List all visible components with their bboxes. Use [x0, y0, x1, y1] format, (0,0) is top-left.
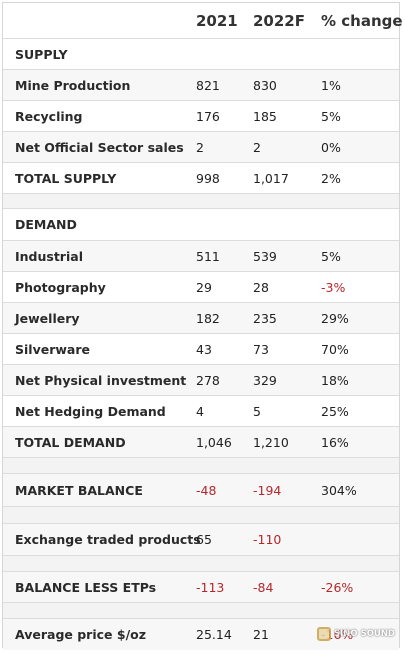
table-row: Mine Production 821 830 1%	[3, 70, 399, 101]
row-label: Exchange traded products	[15, 532, 201, 547]
row-label: Net Physical investment	[15, 372, 187, 388]
value-2021: 65	[196, 532, 212, 547]
value-2022f: 830	[253, 77, 277, 93]
value-2021: 4	[196, 403, 204, 419]
row-label: TOTAL SUPPLY	[15, 170, 117, 186]
value-2021: 278	[196, 372, 220, 388]
value-percent-change: 25%	[321, 403, 349, 419]
spacer-row	[3, 603, 399, 619]
row-label: Photography	[15, 279, 106, 295]
table-row: Recycling 176 185 5%	[3, 101, 399, 132]
value-2022f: 539	[253, 248, 277, 264]
value-2021: 821	[196, 77, 220, 93]
row-label: Silverware	[15, 341, 90, 357]
watermark-text: SINO SOUND	[333, 629, 395, 639]
value-2022f: 1,017	[253, 170, 289, 186]
value-percent-change: 18%	[321, 372, 349, 388]
header-percent-change: % change	[321, 11, 403, 30]
spacer-row	[3, 458, 399, 474]
value-percent-change: -3%	[321, 279, 346, 295]
table-row: MARKET BALANCE -48 -194 304%	[3, 474, 399, 507]
row-label: Net Hedging Demand	[15, 403, 166, 419]
value-2021: 25.14	[196, 627, 232, 642]
value-percent-change: 5%	[321, 108, 341, 124]
value-2022f: 185	[253, 108, 277, 124]
value-percent-change: 70%	[321, 341, 349, 357]
header-2022f: 2022F	[253, 11, 305, 30]
value-2022f: -194	[253, 482, 282, 498]
row-label: Industrial	[15, 248, 83, 264]
table-row: TOTAL SUPPLY 998 1,017 2%	[3, 163, 399, 194]
value-2022f: 235	[253, 310, 277, 326]
table-row: Net Official Sector sales 2 2 0%	[3, 132, 399, 163]
value-percent-change: -26%	[321, 579, 354, 595]
value-2022f: 21	[253, 627, 269, 642]
value-2021: 2	[196, 139, 204, 155]
value-percent-change: 1%	[321, 77, 341, 93]
spacer-row	[3, 556, 399, 572]
table-header-row: 2021 2022F % change	[3, 3, 403, 39]
value-2021: 1,046	[196, 434, 232, 450]
table-row: Net Hedging Demand 4 5 25%	[3, 396, 399, 427]
table-row: Jewellery 182 235 29%	[3, 303, 399, 334]
value-2021: 182	[196, 310, 220, 326]
value-2022f: -110	[253, 532, 282, 547]
table-row: Silverware 43 73 70%	[3, 334, 399, 365]
value-2021: 43	[196, 341, 212, 357]
value-2021: 998	[196, 170, 220, 186]
row-label: Mine Production	[15, 77, 131, 93]
table-row: BALANCE LESS ETPs -113 -84 -26%	[3, 572, 399, 603]
table-row: Average price $/oz 25.14 21 -16%	[3, 619, 399, 650]
row-label: SUPPLY	[15, 46, 68, 62]
table-row: DEMAND	[3, 209, 399, 241]
value-percent-change: 29%	[321, 310, 349, 326]
watermark-logo-icon	[316, 627, 331, 641]
row-label: TOTAL DEMAND	[15, 434, 126, 450]
table-row: Exchange traded products 65 -110	[3, 524, 399, 556]
row-label: Jewellery	[15, 310, 80, 326]
table-row: Photography 29 28 -3%	[3, 272, 399, 303]
value-percent-change: 16%	[321, 434, 349, 450]
value-percent-change: 2%	[321, 170, 341, 186]
value-2022f: 329	[253, 372, 277, 388]
row-label: DEMAND	[15, 217, 77, 232]
value-2022f: 5	[253, 403, 261, 419]
value-percent-change: 304%	[321, 482, 357, 498]
value-2021: 176	[196, 108, 220, 124]
value-2022f: 73	[253, 341, 269, 357]
row-label: Recycling	[15, 108, 83, 124]
value-2021: -113	[196, 579, 225, 595]
table-row: Net Physical investment 278 329 18%	[3, 365, 399, 396]
row-label: MARKET BALANCE	[15, 482, 143, 498]
value-percent-change: 5%	[321, 248, 341, 264]
watermark: SINO SOUND	[316, 627, 395, 641]
table-row: TOTAL DEMAND 1,046 1,210 16%	[3, 427, 399, 458]
value-2021: 29	[196, 279, 212, 295]
spacer-row	[3, 194, 399, 209]
value-2021: -48	[196, 482, 217, 498]
value-2022f: 1,210	[253, 434, 289, 450]
value-2022f: -84	[253, 579, 274, 595]
spacer-row	[3, 507, 399, 524]
row-label: Average price $/oz	[15, 627, 146, 642]
row-label: Net Official Sector sales	[15, 139, 184, 155]
table-row: Industrial 511 539 5%	[3, 241, 399, 272]
row-label: BALANCE LESS ETPs	[15, 579, 157, 595]
value-percent-change: 0%	[321, 139, 341, 155]
table-row: SUPPLY	[3, 39, 399, 70]
value-2021: 511	[196, 248, 220, 264]
header-2021: 2021	[196, 11, 238, 30]
value-2022f: 2	[253, 139, 261, 155]
value-2022f: 28	[253, 279, 269, 295]
